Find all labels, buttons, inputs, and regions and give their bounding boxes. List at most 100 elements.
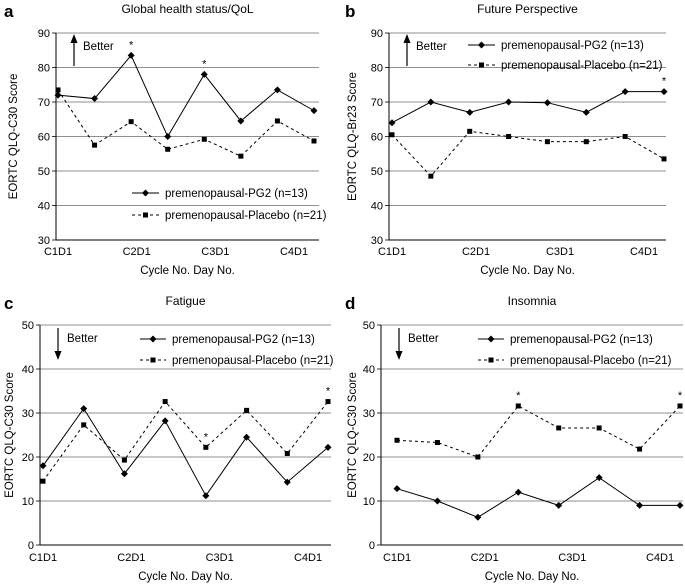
series-placebo (55, 87, 317, 159)
x-tick-label: C1D1 (29, 552, 57, 564)
data-point (238, 153, 244, 159)
y-tick-label: 30 (38, 235, 50, 247)
data-point (475, 454, 481, 460)
better-arrow-head (395, 351, 403, 360)
x-tick-label: C2D1 (117, 552, 145, 564)
data-point (596, 425, 602, 431)
data-point (91, 95, 99, 103)
data-point (164, 133, 172, 140)
chart-title: Fatigue (165, 294, 205, 308)
data-point (310, 107, 318, 115)
y-tick-label: 80 (38, 63, 50, 75)
x-tick-label: C4D1 (280, 246, 308, 258)
x-tick-label: C3D1 (546, 246, 574, 258)
x-axis-label: Cycle No. Day No. (138, 571, 233, 583)
data-point (556, 425, 562, 431)
x-tick-label: C4D1 (646, 552, 674, 564)
data-point (120, 470, 128, 478)
y-tick-label: 30 (22, 408, 34, 420)
data-point (505, 98, 513, 106)
legend-marker (488, 357, 494, 363)
x-tick-label: C4D1 (630, 246, 658, 258)
series-line (396, 477, 680, 518)
data-point (311, 138, 317, 144)
data-point (237, 117, 245, 125)
data-point (555, 501, 563, 509)
data-point (514, 488, 522, 496)
data-point (388, 119, 396, 127)
series-line (42, 400, 329, 482)
panel-letter: d (345, 294, 355, 313)
series-placebo (394, 403, 683, 460)
y-axis-label: EORTC QLQ-Br23 Score (347, 72, 359, 201)
data-point (54, 91, 62, 99)
x-axis-label: Cycle No. Day No. (480, 265, 575, 277)
x-tick-label: C3D1 (558, 552, 586, 564)
data-point (325, 399, 331, 405)
series-pg2 (39, 405, 332, 500)
series-pg2 (393, 474, 684, 521)
legend-entry: premenopausal-PG2 (n=13) (510, 334, 653, 346)
series-line (57, 89, 315, 157)
significance-asterisk: * (662, 76, 667, 88)
legend-marker (150, 357, 156, 363)
series-pg2 (388, 88, 668, 127)
significance-asterisk: * (202, 58, 207, 70)
data-point (121, 457, 127, 463)
y-tick-label: 70 (38, 97, 50, 109)
chart-panel-a: a Global health status/QoL 30 40 50 60 70 80 90 C… (4, 2, 327, 277)
data-point (284, 450, 290, 456)
data-point (427, 98, 435, 106)
x-tick-label: C1D1 (44, 246, 72, 258)
y-tick-label: 70 (371, 97, 383, 109)
data-point (324, 443, 332, 451)
y-tick-label: 50 (363, 320, 375, 332)
data-point (467, 128, 473, 134)
significance-asterisk: * (204, 431, 209, 443)
data-point (595, 474, 603, 482)
data-point (200, 70, 208, 78)
y-tick-label: 50 (371, 166, 383, 178)
legend-entry: premenopausal-Placebo (n=21) (501, 60, 663, 72)
data-point (80, 405, 88, 413)
data-point (636, 501, 644, 509)
better-arrow-head (403, 34, 411, 43)
y-tick-label: 40 (363, 364, 375, 376)
y-tick-label: 10 (22, 496, 34, 508)
data-point (128, 119, 134, 125)
data-point (161, 417, 169, 425)
data-point (394, 437, 400, 443)
data-point (40, 478, 46, 484)
x-tick-label: C2D1 (123, 246, 151, 258)
data-point (203, 444, 209, 450)
y-tick-label: 50 (38, 166, 50, 178)
legend-marker (478, 41, 485, 49)
better-arrow-head (70, 34, 78, 43)
significance-asterisk: * (326, 386, 331, 398)
legend-entry: premenopausal-PG2 (n=13) (501, 40, 644, 52)
y-axis-label: EORTC QLQ-C30 Score (8, 74, 20, 200)
series-pg2 (54, 51, 318, 140)
legend-marker (149, 335, 157, 343)
data-point (474, 513, 482, 521)
data-point (274, 118, 280, 124)
y-tick-label: 20 (22, 452, 34, 464)
legend-entry: premenopausal-Placebo (n=21) (165, 210, 327, 222)
chart-panel-c: c Fatigue 0 10 20 30 40 50 C1D1 C2D1 C3D1 C4D1 Cycle… (4, 294, 334, 583)
data-point (660, 88, 668, 96)
chart-title: Insomnia (508, 294, 557, 308)
y-tick-label: 0 (369, 540, 375, 552)
y-tick-label: 20 (363, 452, 375, 464)
panel-letter: c (4, 294, 13, 313)
series-line (391, 91, 664, 124)
x-tick-label: C3D1 (201, 246, 229, 258)
data-point (244, 407, 250, 413)
data-point (202, 492, 210, 500)
data-point (466, 108, 474, 116)
y-tick-label: 40 (371, 201, 383, 213)
data-point (273, 86, 281, 94)
data-point (165, 146, 171, 152)
data-point (243, 433, 251, 441)
y-tick-label: 40 (22, 364, 34, 376)
data-point (506, 134, 512, 139)
